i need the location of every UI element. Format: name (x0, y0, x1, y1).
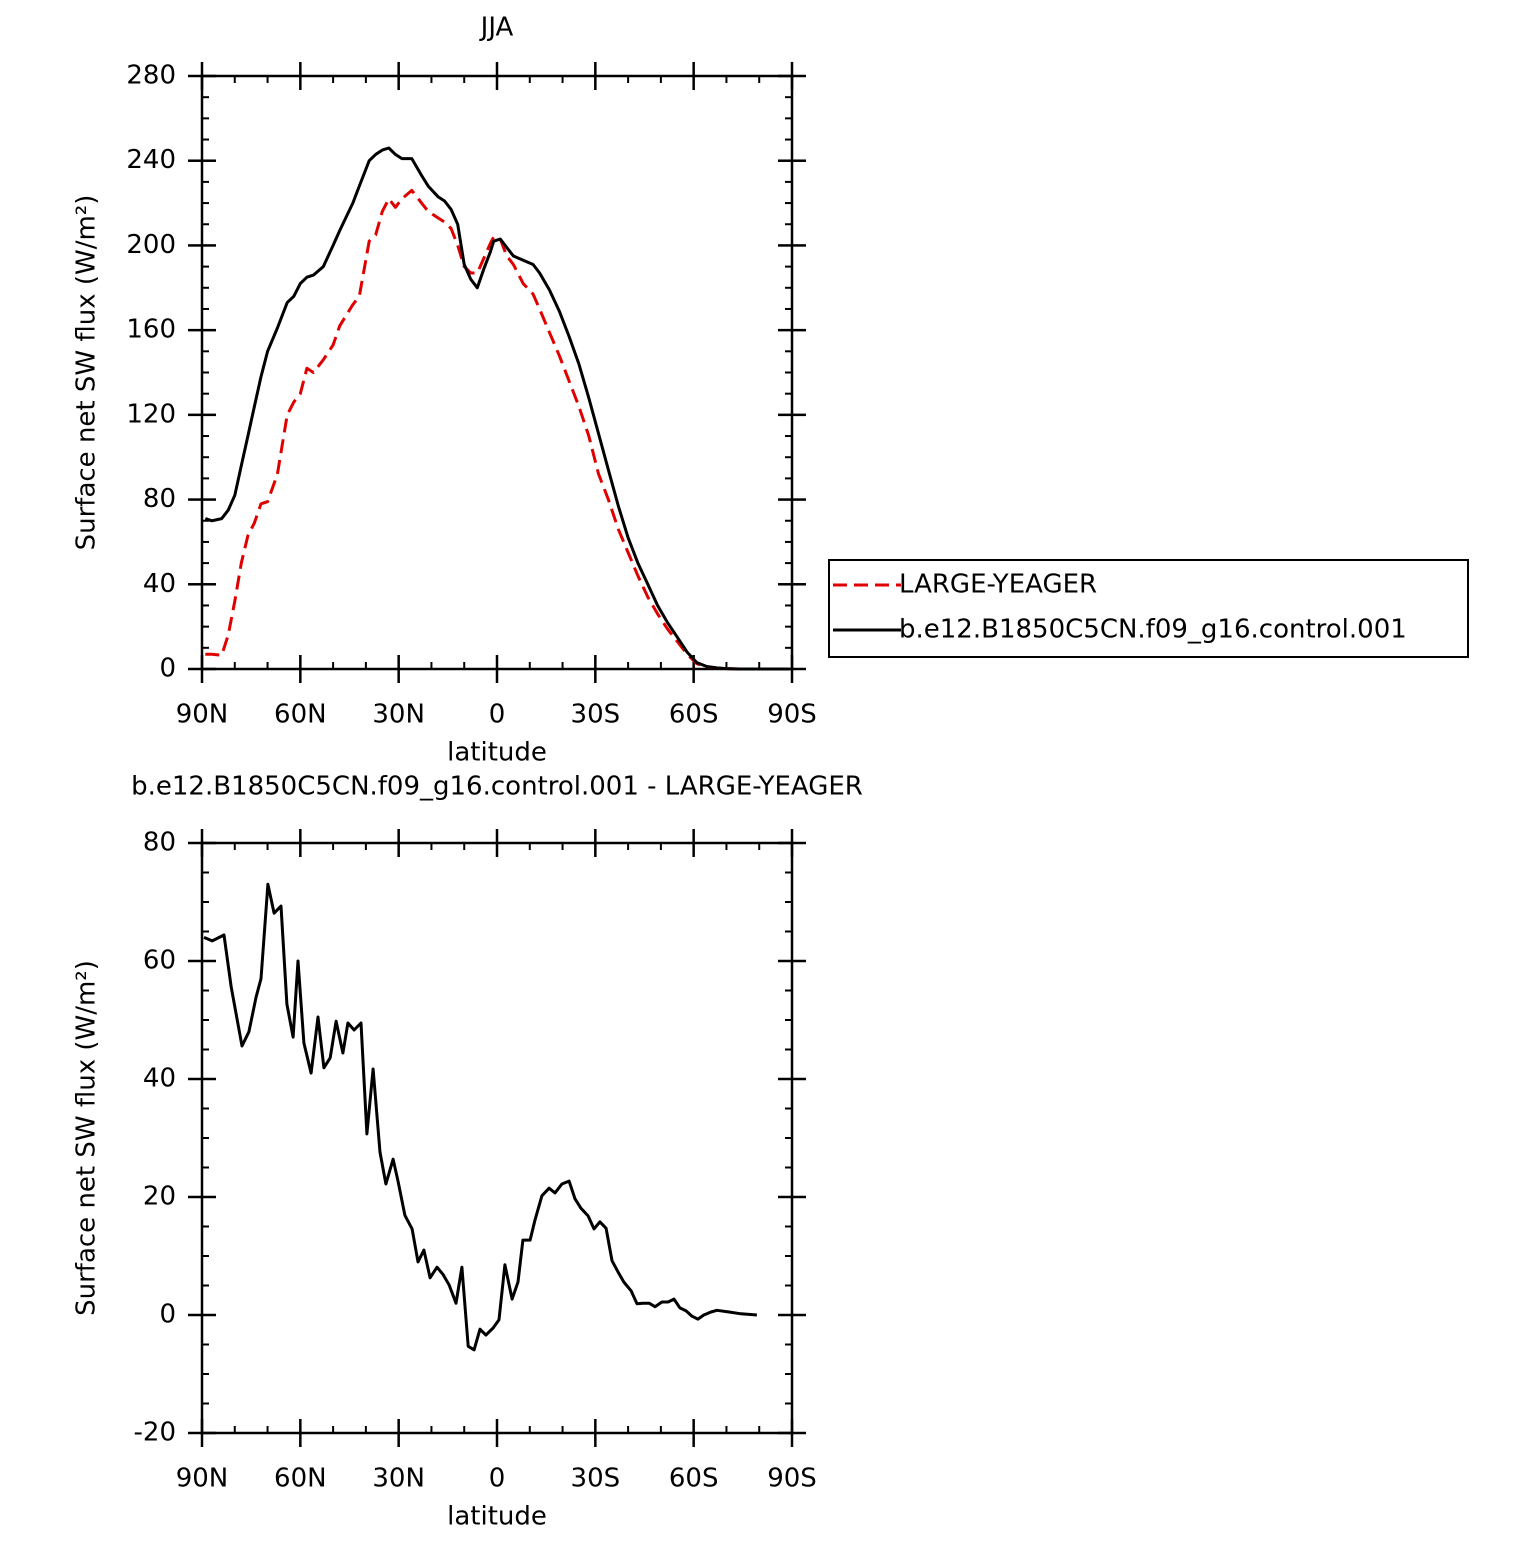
x-tick-label: 90N (176, 700, 229, 730)
x-tick-label: 60N (274, 700, 327, 730)
x-tick-label: 0 (489, 1464, 506, 1494)
x-tick-label: 30N (372, 1464, 425, 1494)
y-tick-label: 40 (143, 1064, 176, 1094)
y-tick-label: 80 (143, 828, 176, 858)
x-tick-label: 30S (571, 700, 621, 730)
y-tick-label: 120 (126, 399, 176, 429)
legend-box (828, 559, 1469, 658)
data-line (205, 188, 789, 671)
x-axis-label: latitude (447, 738, 547, 768)
x-tick-label: 30S (571, 1464, 621, 1494)
y-tick-label: 40 (143, 569, 176, 599)
y-tick-label: 80 (143, 484, 176, 514)
y-tick-label: 60 (143, 946, 176, 976)
x-tick-label: 90N (176, 1464, 229, 1494)
legend-label: b.e12.B1850C5CN.f09_g16.control.001 (899, 615, 1407, 645)
plot-frame (200, 74, 794, 671)
y-tick-label: 280 (126, 61, 176, 91)
chart-title: b.e12.B1850C5CN.f09_g16.control.001 - LA… (131, 772, 863, 802)
x-tick-label: 60N (274, 1464, 327, 1494)
y-axis-label: Surface net SW flux (W/m²) (72, 195, 102, 551)
chart-title: JJA (479, 13, 514, 43)
y-tick-label: 0 (159, 1300, 176, 1330)
x-tick-label: 60S (669, 700, 719, 730)
data-line (203, 882, 758, 1352)
y-axis-label: Surface net SW flux (W/m²) (72, 960, 102, 1316)
x-axis-label: latitude (447, 1502, 547, 1532)
y-tick-label: -20 (134, 1418, 176, 1448)
x-tick-label: 0 (489, 700, 506, 730)
x-tick-label: 90S (767, 1464, 817, 1494)
y-tick-label: 200 (126, 230, 176, 260)
y-tick-label: 0 (159, 654, 176, 684)
x-tick-label: 30N (372, 700, 425, 730)
y-tick-label: 160 (126, 315, 176, 345)
x-tick-label: 60S (669, 1464, 719, 1494)
y-tick-label: 240 (126, 145, 176, 175)
x-tick-label: 90S (767, 700, 817, 730)
data-line (204, 146, 789, 671)
legend-label: LARGE-YEAGER (899, 570, 1097, 600)
y-tick-label: 20 (143, 1182, 176, 1212)
plot-frame (200, 841, 794, 1435)
